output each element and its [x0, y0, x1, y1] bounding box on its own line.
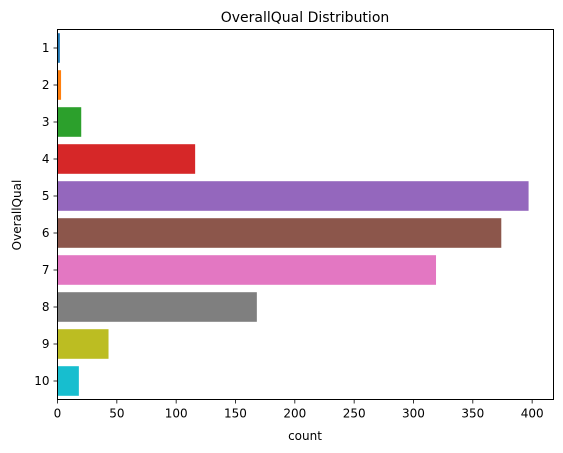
- x-tick-label-100: 100: [165, 407, 188, 421]
- x-axis-title: count: [288, 429, 322, 443]
- bar-10: [57, 366, 79, 396]
- plot-frame: [57, 29, 554, 400]
- bar-5: [57, 181, 529, 211]
- bars-group: [57, 33, 529, 396]
- y-tick-label-8: 8: [42, 300, 50, 314]
- chart-title: OverallQual Distribution: [221, 10, 390, 26]
- bar-8: [57, 292, 257, 322]
- x-tick-label-0: 0: [54, 407, 62, 421]
- bar-6: [57, 218, 502, 248]
- x-tick-label-50: 50: [109, 407, 124, 421]
- bar-4: [57, 144, 196, 174]
- y-tick-label-1: 1: [42, 41, 50, 55]
- bar-1: [57, 33, 60, 63]
- bar-3: [57, 107, 82, 137]
- x-tick-label-250: 250: [343, 407, 366, 421]
- x-axis-ticks: 0 50 100 150 200 250 300 350 400: [54, 399, 544, 421]
- x-tick-label-400: 400: [521, 407, 544, 421]
- y-tick-label-2: 2: [42, 78, 50, 92]
- y-tick-label-3: 3: [42, 115, 50, 129]
- y-axis-title: OverallQual: [10, 180, 24, 251]
- y-tick-label-10: 10: [34, 374, 49, 388]
- y-tick-label-5: 5: [42, 189, 50, 203]
- y-axis-ticks: 1 2 3 4 5 6 7 8 9 10: [34, 41, 58, 388]
- x-tick-label-200: 200: [283, 407, 306, 421]
- bar-7: [57, 255, 437, 285]
- y-tick-label-7: 7: [42, 263, 50, 277]
- y-tick-label-6: 6: [42, 226, 50, 240]
- x-tick-label-300: 300: [402, 407, 425, 421]
- bar-9: [57, 329, 109, 359]
- bar-2: [57, 70, 62, 100]
- y-tick-label-9: 9: [42, 337, 50, 351]
- x-tick-label-350: 350: [461, 407, 484, 421]
- y-tick-label-4: 4: [42, 152, 50, 166]
- x-tick-label-150: 150: [224, 407, 247, 421]
